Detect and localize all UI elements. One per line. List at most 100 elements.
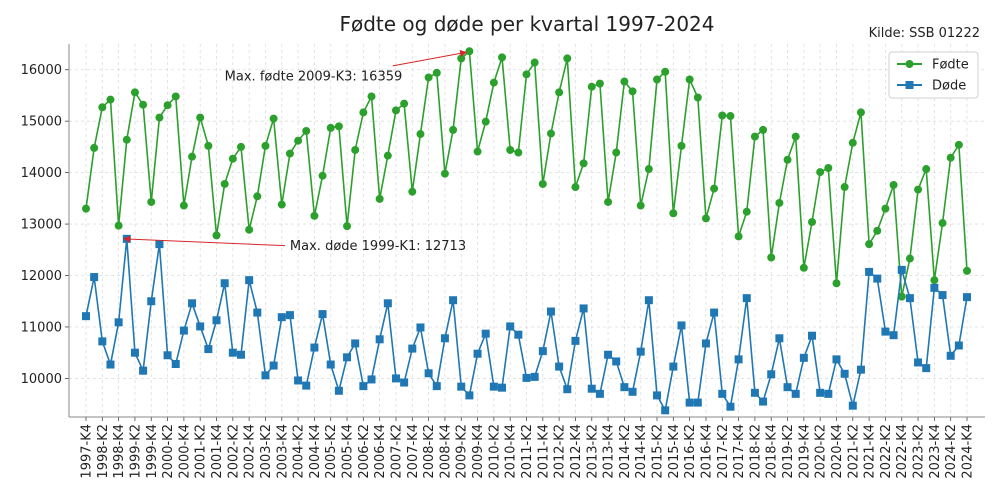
- x-tick-label: 2008-K2: [422, 424, 437, 479]
- x-tick-labels: 1997-K4 1998-K2 1998-K4 1999-K2 1999-K4 2000-…: [80, 424, 976, 479]
- data-point: [612, 148, 621, 157]
- data-point: [310, 343, 319, 352]
- data-point: [579, 159, 588, 168]
- x-tick-label: 2007-K2: [389, 424, 404, 479]
- data-point: [432, 382, 441, 391]
- data-point: [269, 114, 278, 123]
- y-tick-label: 12000: [21, 269, 62, 284]
- data-point: [530, 372, 539, 381]
- data-point: [294, 376, 303, 385]
- x-tick-label: 2004-K4: [308, 424, 323, 479]
- data-point: [604, 197, 613, 206]
- series-fodte: [82, 47, 971, 301]
- data-point: [555, 88, 564, 97]
- x-tick-label: 2003-K4: [275, 424, 290, 479]
- data-point: [669, 362, 678, 371]
- data-point: [889, 180, 898, 189]
- data-point: [620, 383, 629, 392]
- data-point: [595, 389, 604, 398]
- data-point: [930, 276, 939, 285]
- data-point: [522, 70, 531, 79]
- data-point: [865, 267, 874, 276]
- data-point: [685, 75, 694, 84]
- data-point: [139, 366, 148, 375]
- data-point: [701, 214, 710, 223]
- x-tick-label: 2005-K4: [341, 424, 356, 479]
- data-point: [897, 292, 906, 301]
- data-point: [147, 297, 156, 306]
- data-point: [343, 353, 352, 362]
- data-point: [367, 375, 376, 384]
- data-point: [465, 391, 474, 400]
- x-tick-label: 2016-K4: [699, 424, 714, 479]
- data-point: [424, 369, 433, 378]
- data-point: [473, 349, 482, 358]
- data-point: [954, 341, 963, 350]
- x-tick-label: 2014-K2: [618, 424, 633, 479]
- source-note: Kilde: SSB 01222: [869, 26, 980, 41]
- data-point: [759, 125, 768, 134]
- data-point: [416, 130, 425, 139]
- data-point: [783, 383, 792, 392]
- data-point: [644, 165, 653, 174]
- x-tick-label: 1998-K2: [96, 424, 111, 479]
- x-tick-label: 2014-K4: [634, 424, 649, 479]
- data-point: [489, 382, 498, 391]
- data-point: [318, 310, 327, 319]
- data-point: [130, 348, 139, 357]
- data-point: [856, 365, 865, 374]
- data-point: [449, 296, 458, 305]
- data-point: [897, 265, 906, 274]
- data-point: [824, 389, 833, 398]
- legend-item-fodte: Fødte: [897, 58, 969, 73]
- x-tick-label: 2024-K2: [944, 424, 959, 479]
- x-tick-label: 2016-K2: [683, 424, 698, 479]
- data-point: [498, 383, 507, 392]
- data-point: [832, 279, 841, 288]
- x-tick-label: 2015-K2: [651, 424, 666, 479]
- data-point: [734, 232, 743, 241]
- data-point: [277, 313, 286, 322]
- data-point: [130, 88, 139, 97]
- data-point: [506, 322, 515, 331]
- data-point: [604, 350, 613, 359]
- legend-marker-fodte: [905, 60, 914, 68]
- data-point: [285, 311, 294, 320]
- data-point: [938, 291, 947, 300]
- x-tick-label: 2024-K4: [961, 424, 976, 479]
- x-tick-label: 2003-K2: [259, 424, 274, 479]
- data-point: [873, 226, 882, 235]
- data-point: [253, 308, 262, 317]
- data-point: [889, 331, 898, 340]
- data-point: [351, 145, 360, 154]
- data-point: [163, 101, 172, 110]
- data-point: [481, 117, 490, 126]
- x-tick-label: 2021-K4: [863, 424, 878, 479]
- y-tick-label: 10000: [21, 372, 62, 387]
- x-tick-label: 2018-K4: [765, 424, 780, 479]
- data-point: [204, 141, 213, 150]
- x-tick-label: 2017-K4: [732, 424, 747, 479]
- data-point: [914, 185, 923, 194]
- data-point: [840, 183, 849, 192]
- data-point: [98, 103, 107, 112]
- x-tick-label: 2009-K4: [471, 424, 486, 479]
- data-point: [718, 111, 727, 120]
- data-point: [791, 132, 800, 141]
- data-point: [881, 204, 890, 213]
- x-tick-label: 2012-K2: [553, 424, 568, 479]
- data-point: [693, 398, 702, 407]
- data-point: [188, 299, 197, 308]
- x-tick-label: 2020-K2: [814, 424, 829, 479]
- y-tick-label: 13000: [21, 218, 62, 233]
- data-point: [905, 254, 914, 263]
- data-point: [808, 218, 817, 227]
- data-point: [375, 194, 384, 203]
- data-point: [351, 339, 360, 348]
- x-tick-label: 2022-K4: [895, 424, 910, 479]
- data-point: [816, 388, 825, 397]
- data-point: [555, 362, 564, 371]
- data-point: [636, 347, 645, 356]
- data-point: [832, 355, 841, 364]
